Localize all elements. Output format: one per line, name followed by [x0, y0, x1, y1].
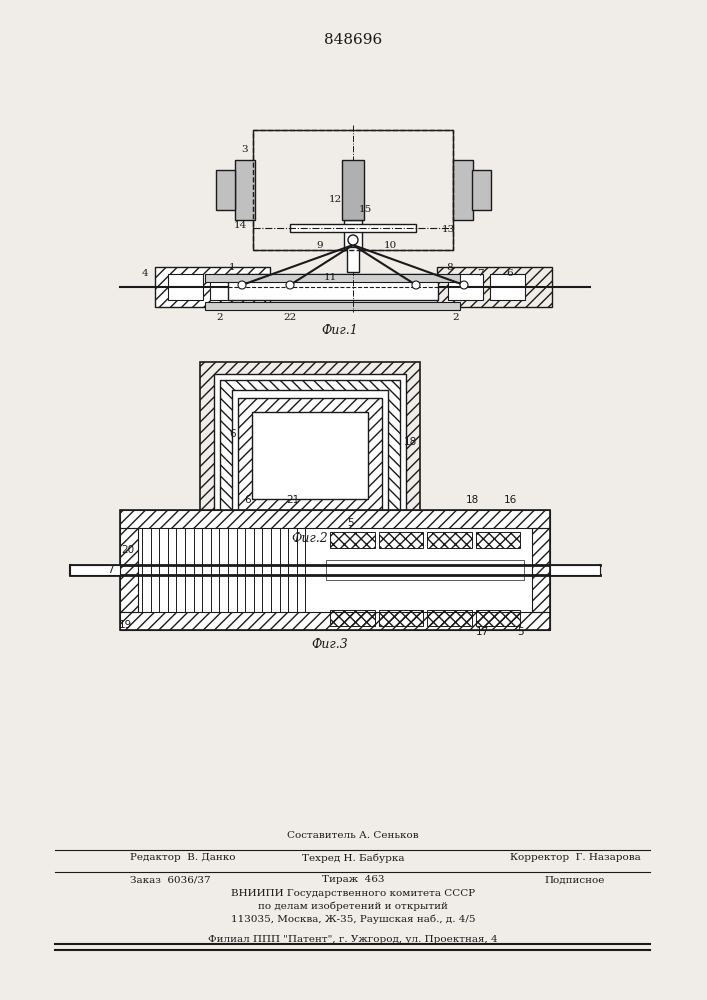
Text: Подписное: Подписное — [545, 876, 605, 884]
Text: 20: 20 — [122, 545, 134, 555]
Text: 7: 7 — [107, 565, 113, 575]
Bar — [120, 510, 550, 528]
Text: по делам изобретений и открытий: по делам изобретений и открытий — [258, 901, 448, 911]
Text: 18: 18 — [404, 437, 416, 447]
Bar — [347, 247, 359, 272]
Bar — [120, 510, 550, 630]
Text: 6: 6 — [507, 269, 513, 278]
Text: 18: 18 — [465, 495, 479, 505]
Bar — [120, 528, 138, 612]
Bar — [220, 379, 400, 530]
Text: 21: 21 — [286, 495, 300, 505]
Bar — [235, 160, 255, 220]
Text: 8: 8 — [447, 263, 453, 272]
Circle shape — [348, 235, 358, 245]
Text: 7: 7 — [477, 269, 484, 278]
Bar — [70, 565, 120, 575]
Bar — [252, 412, 368, 498]
Bar — [476, 610, 520, 626]
Text: 848696: 848696 — [324, 33, 382, 47]
Circle shape — [286, 281, 294, 289]
Bar — [214, 373, 406, 536]
Text: 9: 9 — [317, 240, 323, 249]
Text: 3: 3 — [242, 145, 248, 154]
Bar — [378, 532, 423, 548]
Text: Фиг.2: Фиг.2 — [291, 532, 328, 544]
Circle shape — [460, 281, 468, 289]
Text: 5: 5 — [517, 627, 523, 637]
Text: Тираж  463: Тираж 463 — [322, 876, 384, 884]
Text: 17: 17 — [475, 627, 489, 637]
Text: 15: 15 — [358, 206, 372, 215]
Bar — [532, 528, 550, 612]
Text: Техред Н. Бабурка: Техред Н. Бабурка — [302, 853, 404, 863]
Bar — [216, 170, 235, 210]
Bar — [238, 397, 382, 512]
Bar — [427, 610, 472, 626]
Text: Фиг.3: Фиг.3 — [312, 639, 349, 652]
Text: 11: 11 — [323, 273, 337, 282]
Bar — [232, 389, 388, 520]
Text: 6: 6 — [245, 495, 251, 505]
Bar — [437, 267, 552, 307]
Bar — [168, 274, 203, 300]
Text: Филиал ППП "Патент", г. Ужгород, ул. Проектная, 4: Филиал ППП "Патент", г. Ужгород, ул. Про… — [208, 934, 498, 944]
Bar — [326, 560, 524, 580]
Circle shape — [412, 281, 420, 289]
Text: Фиг.1: Фиг.1 — [322, 324, 358, 336]
Bar — [253, 130, 453, 250]
Bar — [205, 274, 460, 282]
Text: 19: 19 — [118, 620, 132, 630]
Bar — [205, 302, 460, 310]
Bar — [453, 160, 473, 220]
Text: 13: 13 — [441, 226, 455, 234]
Text: Составитель А. Сеньков: Составитель А. Сеньков — [287, 830, 419, 840]
Bar — [342, 160, 364, 220]
Text: 2: 2 — [452, 314, 460, 322]
Text: 4: 4 — [141, 269, 148, 278]
Bar — [155, 267, 270, 307]
Bar — [427, 532, 472, 548]
Bar — [210, 274, 245, 300]
Text: 10: 10 — [383, 240, 397, 249]
Bar — [550, 565, 600, 575]
Bar — [476, 532, 520, 548]
Text: 14: 14 — [233, 221, 247, 230]
Text: 16: 16 — [503, 495, 517, 505]
Bar — [120, 612, 550, 630]
Text: 12: 12 — [328, 196, 341, 205]
Text: 1: 1 — [228, 263, 235, 272]
Bar — [330, 610, 375, 626]
Text: 2: 2 — [216, 314, 223, 322]
Bar — [344, 220, 362, 250]
Bar — [472, 170, 491, 210]
Text: Заказ  6036/37: Заказ 6036/37 — [130, 876, 211, 884]
Text: Редактор  В. Данко: Редактор В. Данко — [130, 854, 235, 862]
Bar — [490, 274, 525, 300]
Text: 6: 6 — [230, 429, 236, 439]
Bar — [290, 224, 416, 232]
Bar — [448, 274, 483, 300]
Bar — [378, 610, 423, 626]
Circle shape — [238, 281, 246, 289]
Bar — [200, 361, 420, 548]
Text: ВНИИПИ Государственного комитета СССР: ВНИИПИ Государственного комитета СССР — [231, 888, 475, 898]
Text: Корректор  Г. Назарова: Корректор Г. Назарова — [510, 854, 641, 862]
Bar — [330, 532, 375, 548]
Bar — [228, 274, 438, 300]
Text: 113035, Москва, Ж-35, Раушская наб., д. 4/5: 113035, Москва, Ж-35, Раушская наб., д. … — [230, 914, 475, 924]
Bar — [253, 130, 453, 250]
Bar — [155, 267, 270, 307]
Text: 5: 5 — [346, 518, 354, 528]
Text: 22: 22 — [284, 314, 297, 322]
